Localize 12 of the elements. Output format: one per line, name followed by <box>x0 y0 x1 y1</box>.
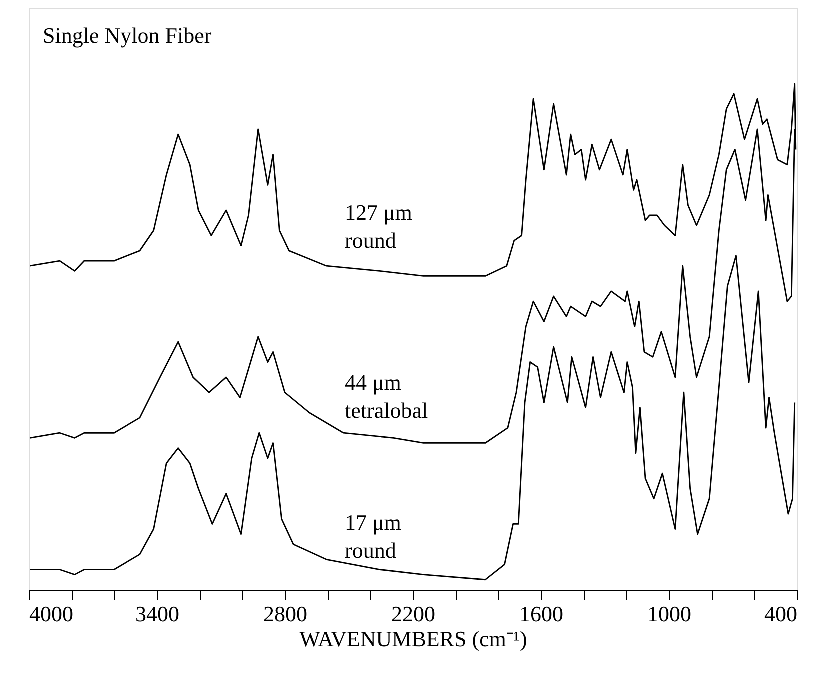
chart-title: Single Nylon Fiber <box>43 23 212 48</box>
series-label: 44 μm tetralobal <box>345 370 428 423</box>
x-tick-label: 4000 <box>30 602 74 626</box>
x-tick-label: 2200 <box>392 602 436 626</box>
series-label: 17 μm round <box>345 510 402 563</box>
x-axis-title: WAVENUMBERS (cm⁻¹) <box>300 626 528 652</box>
x-tick-label: 1600 <box>520 602 564 626</box>
x-tick-label: 400 <box>764 602 798 626</box>
x-tick-label: 2800 <box>264 602 308 626</box>
x-tick-label: 1000 <box>648 602 692 626</box>
x-tick-label: 3400 <box>136 602 180 626</box>
series-label: 127 μm round <box>345 200 412 253</box>
